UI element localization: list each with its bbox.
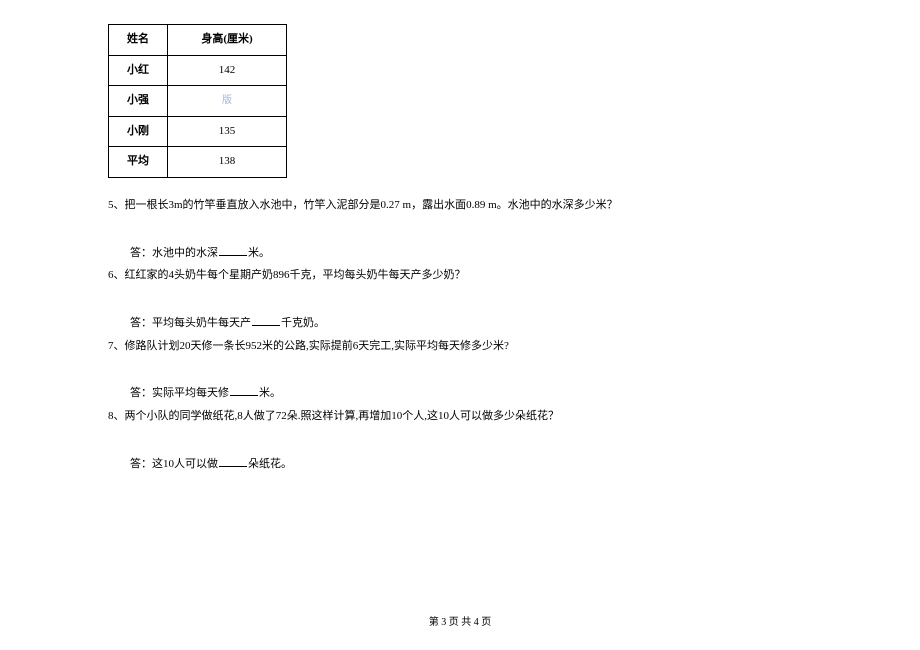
table-row: 小强 版 — [109, 86, 287, 117]
question-5: 5、把一根长3m的竹竿垂直放入水池中，竹竿入泥部分是0.27 m，露出水面0.8… — [108, 196, 830, 215]
answer-5: 答：水池中的水深 米。 — [130, 245, 830, 263]
table-row: 小红 142 — [109, 55, 287, 86]
col-header-height: 身高(厘米) — [168, 25, 287, 56]
answer-6-post: 千克奶。 — [281, 317, 325, 329]
height-table: 姓名 身高(厘米) 小红 142 小强 版 小刚 135 平均 138 — [108, 24, 287, 178]
answer-8: 答：这10人可以做 朵纸花。 — [130, 456, 830, 474]
answer-7-pre: 答：实际平均每天修 — [130, 387, 229, 399]
page-footer: 第 3 页 共 4 页 — [0, 613, 920, 628]
row-name: 小刚 — [109, 116, 168, 147]
table-header-row: 姓名 身高(厘米) — [109, 25, 287, 56]
answer-6: 答：平均每头奶牛每天产 千克奶。 — [130, 315, 830, 333]
answer-7-post: 米。 — [259, 387, 281, 399]
row-value: 138 — [168, 147, 287, 178]
answer-8-pre: 答：这10人可以做 — [130, 458, 218, 470]
row-name: 小红 — [109, 55, 168, 86]
table-row: 小刚 135 — [109, 116, 287, 147]
row-value: 135 — [168, 116, 287, 147]
question-8: 8、两个小队的同学做纸花,8人做了72朵.照这样计算,再增加10个人,这10人可… — [108, 407, 830, 426]
row-name: 小强 — [109, 86, 168, 117]
answer-6-pre: 答：平均每头奶牛每天产 — [130, 317, 251, 329]
answer-7: 答：实际平均每天修 米。 — [130, 385, 830, 403]
blank — [252, 315, 280, 326]
answer-5-post: 米。 — [248, 247, 270, 259]
row-value: 版 — [168, 86, 287, 117]
row-name: 平均 — [109, 147, 168, 178]
question-6: 6、红红家的4头奶牛每个星期产奶896千克，平均每头奶牛每天产多少奶？ — [108, 266, 830, 285]
watermark-text: 版 — [222, 95, 232, 106]
answer-8-post: 朵纸花。 — [248, 458, 292, 470]
blank — [219, 456, 247, 467]
answer-5-pre: 答：水池中的水深 — [130, 247, 218, 259]
row-value: 142 — [168, 55, 287, 86]
blank — [230, 385, 258, 396]
table-row: 平均 138 — [109, 147, 287, 178]
blank — [219, 245, 247, 256]
question-7: 7、修路队计划20天修一条长952米的公路,实际提前6天完工,实际平均每天修多少… — [108, 337, 830, 356]
col-header-name: 姓名 — [109, 25, 168, 56]
